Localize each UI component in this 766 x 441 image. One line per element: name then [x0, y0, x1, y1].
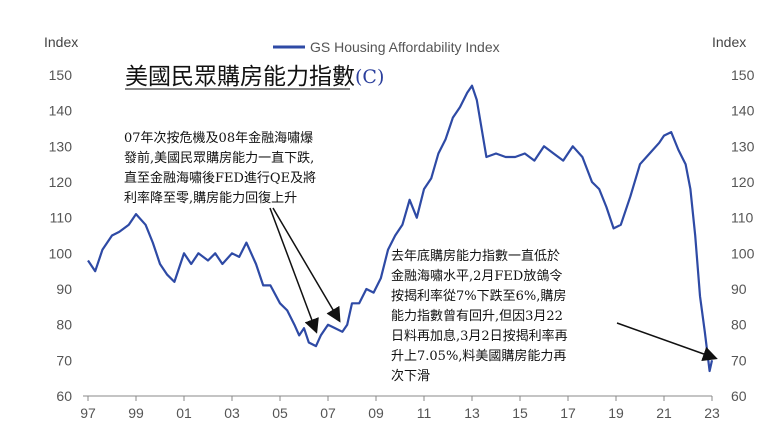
- x-tick-23: 23: [704, 405, 720, 421]
- left-tick-labels: 60 70 80 90 100 110 120 130 140 150: [49, 67, 73, 404]
- y-tick-right-100: 100: [731, 245, 755, 261]
- y-tick-right-130: 130: [731, 138, 755, 154]
- y-tick-right-120: 120: [731, 174, 755, 190]
- x-tick-13: 13: [464, 405, 480, 421]
- arrow-to-2023-value: [616, 322, 718, 362]
- x-tick-01: 01: [176, 405, 192, 421]
- y-tick-right-110: 110: [731, 210, 754, 226]
- x-tick-19: 19: [608, 405, 624, 421]
- x-tick-17: 17: [560, 405, 576, 421]
- x-tick-07: 07: [320, 405, 336, 421]
- x-tick-labels: 97 99 01 03 05 07 09 11 13 15 17 19 21 23: [80, 396, 720, 421]
- x-tick-21: 21: [656, 405, 672, 421]
- chinese-title: 美國民眾購房能力指數: [125, 64, 355, 90]
- y-tick-right-60: 60: [731, 388, 747, 404]
- annotation-left: 07年次按危機及08年金融海嘯爆 發前,美國民眾購房能力一直下跌, 直至金融海嘯…: [124, 130, 316, 206]
- left-axis-title: Index: [44, 34, 78, 50]
- annotation-right-line-4: 能力指數曾有回升,但因3月22: [391, 309, 563, 324]
- series-layer: [87, 84, 714, 373]
- x-tick-15: 15: [512, 405, 528, 421]
- y-tick-left-140: 140: [49, 103, 73, 119]
- y-tick-left-80: 80: [56, 317, 72, 333]
- y-tick-right-90: 90: [731, 281, 747, 297]
- series-line-affordability-index: [87, 84, 714, 373]
- y-tick-right-70: 70: [731, 352, 747, 368]
- x-tick-09: 09: [368, 405, 384, 421]
- y-tick-left-110: 110: [50, 210, 73, 226]
- annotation-left-line-4: 利率降至零,購房能力回復上升: [124, 190, 297, 206]
- annotation-left-line-1: 07年次按危機及08年金融海嘯爆: [124, 130, 313, 146]
- annotation-right-line-5: 日料再加息,3月2日按揭利率再: [391, 328, 568, 344]
- y-tick-right-140: 140: [731, 103, 755, 119]
- y-tick-left-120: 120: [49, 174, 73, 190]
- x-tick-99: 99: [128, 405, 144, 421]
- arrow-to-2006-low: [269, 207, 319, 334]
- annotation-left-line-2: 發前,美國民眾購房能力一直下跌,: [124, 150, 314, 166]
- right-tick-labels: 60 70 80 90 100 110 120 130 140 150: [731, 67, 755, 404]
- annotation-left-line-3: 直至金融海嘯後FED進行QE及將: [124, 170, 316, 186]
- y-tick-left-130: 130: [49, 138, 73, 154]
- annotation-right-line-3: 按揭利率從7%下跌至6%,購房: [391, 288, 566, 304]
- legend-label: GS Housing Affordability Index: [310, 39, 500, 55]
- x-tick-03: 03: [224, 405, 240, 421]
- y-tick-left-150: 150: [49, 67, 73, 83]
- annotation-right-line-2: 金融海嘯水平,2月FED放鴿令: [391, 268, 562, 284]
- annotation-right-line-7: 次下滑: [391, 368, 430, 384]
- annotation-right: 去年底購房能力指數一直低於 金融海嘯水平,2月FED放鴿令 按揭利率從7%下跌至…: [391, 248, 568, 384]
- chinese-title-suffix: (C): [355, 66, 384, 88]
- right-axis-title: Index: [712, 34, 746, 50]
- y-tick-right-150: 150: [731, 67, 755, 83]
- annotation-right-line-1: 去年底購房能力指數一直低於: [391, 248, 560, 264]
- y-tick-left-70: 70: [56, 352, 72, 368]
- y-tick-left-90: 90: [56, 281, 72, 297]
- x-tick-05: 05: [272, 405, 288, 421]
- annotation-right-line-6: 升上7.05%,料美國購房能力再: [391, 348, 566, 364]
- arrow-to-2007-low: [272, 207, 341, 323]
- y-tick-left-60: 60: [56, 388, 72, 404]
- y-tick-right-80: 80: [731, 317, 747, 333]
- x-tick-97: 97: [80, 405, 96, 421]
- y-tick-left-100: 100: [49, 245, 73, 261]
- x-tick-11: 11: [417, 405, 432, 421]
